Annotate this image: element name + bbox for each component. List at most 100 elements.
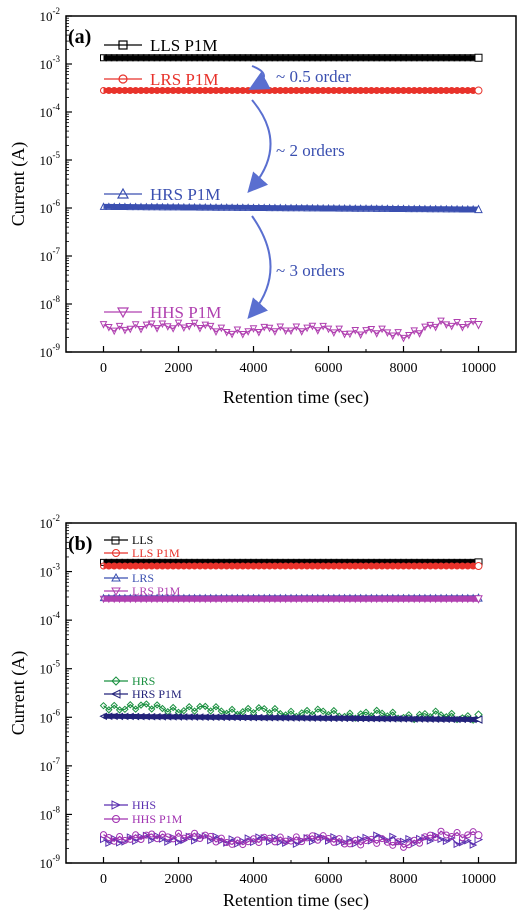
data-point bbox=[346, 204, 354, 212]
data-point bbox=[99, 701, 108, 710]
data-point bbox=[281, 203, 290, 212]
data-point bbox=[469, 828, 477, 836]
data-point bbox=[206, 707, 215, 715]
data-point bbox=[458, 834, 466, 842]
data-point bbox=[389, 562, 397, 570]
data-point bbox=[330, 838, 338, 846]
data-point bbox=[432, 833, 440, 841]
data-point bbox=[453, 318, 461, 327]
data-point bbox=[463, 321, 472, 329]
data-point bbox=[228, 595, 236, 604]
data-point bbox=[191, 836, 199, 845]
data-point bbox=[431, 707, 440, 715]
data-point bbox=[351, 87, 359, 94]
legend-item: LRS bbox=[104, 571, 154, 585]
data-point bbox=[265, 324, 274, 333]
data-point bbox=[437, 87, 445, 94]
data-point bbox=[458, 562, 466, 570]
legend-label: LLS bbox=[132, 533, 153, 547]
data-point bbox=[378, 325, 386, 334]
data-point bbox=[190, 595, 199, 604]
data-point bbox=[319, 562, 327, 570]
data-point bbox=[196, 595, 204, 604]
data-point bbox=[217, 595, 226, 604]
x-tick-label: 10000 bbox=[461, 361, 496, 376]
data-point bbox=[341, 562, 349, 570]
data-point bbox=[362, 204, 370, 212]
y-tick-label: 10-7 bbox=[40, 246, 61, 264]
data-point bbox=[287, 595, 295, 604]
data-point bbox=[233, 562, 241, 570]
data-point bbox=[282, 562, 290, 570]
data-point bbox=[105, 87, 113, 94]
data-point bbox=[153, 87, 161, 94]
data-point bbox=[222, 203, 231, 211]
data-point bbox=[196, 562, 204, 570]
data-point bbox=[180, 202, 188, 211]
annotation-text: ~ 2 orders bbox=[276, 141, 345, 160]
x-tick-label: 2000 bbox=[165, 872, 193, 887]
data-point bbox=[356, 595, 365, 604]
y-tick-label: 10-9 bbox=[40, 342, 61, 360]
data-point bbox=[383, 838, 391, 846]
data-point bbox=[410, 595, 419, 604]
data-point bbox=[325, 835, 333, 842]
data-point bbox=[287, 327, 295, 336]
data-point bbox=[298, 87, 306, 94]
data-point bbox=[158, 595, 167, 604]
y-tick-label: 10-5 bbox=[40, 659, 61, 677]
data-point bbox=[394, 329, 402, 337]
data-point bbox=[426, 87, 434, 94]
data-point bbox=[346, 840, 354, 848]
data-point bbox=[448, 709, 456, 718]
legend-item: HRS bbox=[104, 674, 155, 688]
data-point bbox=[260, 323, 269, 332]
data-point bbox=[217, 203, 226, 211]
data-point bbox=[238, 595, 247, 604]
data-point bbox=[362, 833, 371, 842]
annotation-arrow bbox=[247, 215, 272, 320]
data-point bbox=[388, 332, 397, 341]
data-point bbox=[351, 326, 360, 335]
data-point bbox=[206, 322, 215, 331]
data-point bbox=[287, 203, 295, 212]
data-point bbox=[276, 203, 285, 212]
data-point bbox=[260, 562, 268, 570]
legend-label: LLS P1M bbox=[132, 546, 180, 560]
data-point bbox=[222, 595, 231, 604]
data-point bbox=[131, 595, 140, 604]
data-point bbox=[421, 323, 429, 332]
data-point bbox=[233, 87, 241, 94]
data-point bbox=[469, 204, 477, 213]
data-point bbox=[431, 595, 440, 604]
series-hrs-p1m bbox=[99, 202, 483, 214]
data-point bbox=[335, 562, 343, 570]
legend-label: HHS P1M bbox=[150, 303, 221, 322]
data-point bbox=[212, 838, 220, 846]
y-tick-label: 10-3 bbox=[40, 562, 61, 580]
data-point bbox=[126, 835, 134, 843]
legend-label: HHS bbox=[132, 798, 156, 812]
data-point bbox=[362, 562, 370, 570]
data-point bbox=[453, 595, 461, 604]
data-point bbox=[207, 562, 215, 570]
data-point bbox=[207, 87, 215, 94]
data-point bbox=[206, 595, 215, 604]
panel-b: (b) Current (A) Retention time (sec) 0 20… bbox=[8, 513, 517, 911]
data-point bbox=[330, 595, 338, 604]
data-point bbox=[201, 702, 209, 711]
data-point bbox=[233, 595, 242, 604]
data-point bbox=[447, 204, 456, 213]
legend-item: HHS P1M bbox=[104, 812, 183, 826]
data-point bbox=[115, 706, 124, 714]
data-point bbox=[158, 704, 167, 713]
data-point bbox=[383, 595, 392, 604]
data-point bbox=[153, 595, 161, 604]
legend-label: LRS bbox=[132, 571, 154, 585]
data-point bbox=[191, 87, 199, 94]
data-point bbox=[233, 326, 242, 335]
data-point bbox=[464, 831, 472, 839]
series-hhs-p1m bbox=[100, 827, 483, 851]
legend-label: HRS P1M bbox=[150, 185, 220, 204]
data-point bbox=[453, 840, 462, 849]
